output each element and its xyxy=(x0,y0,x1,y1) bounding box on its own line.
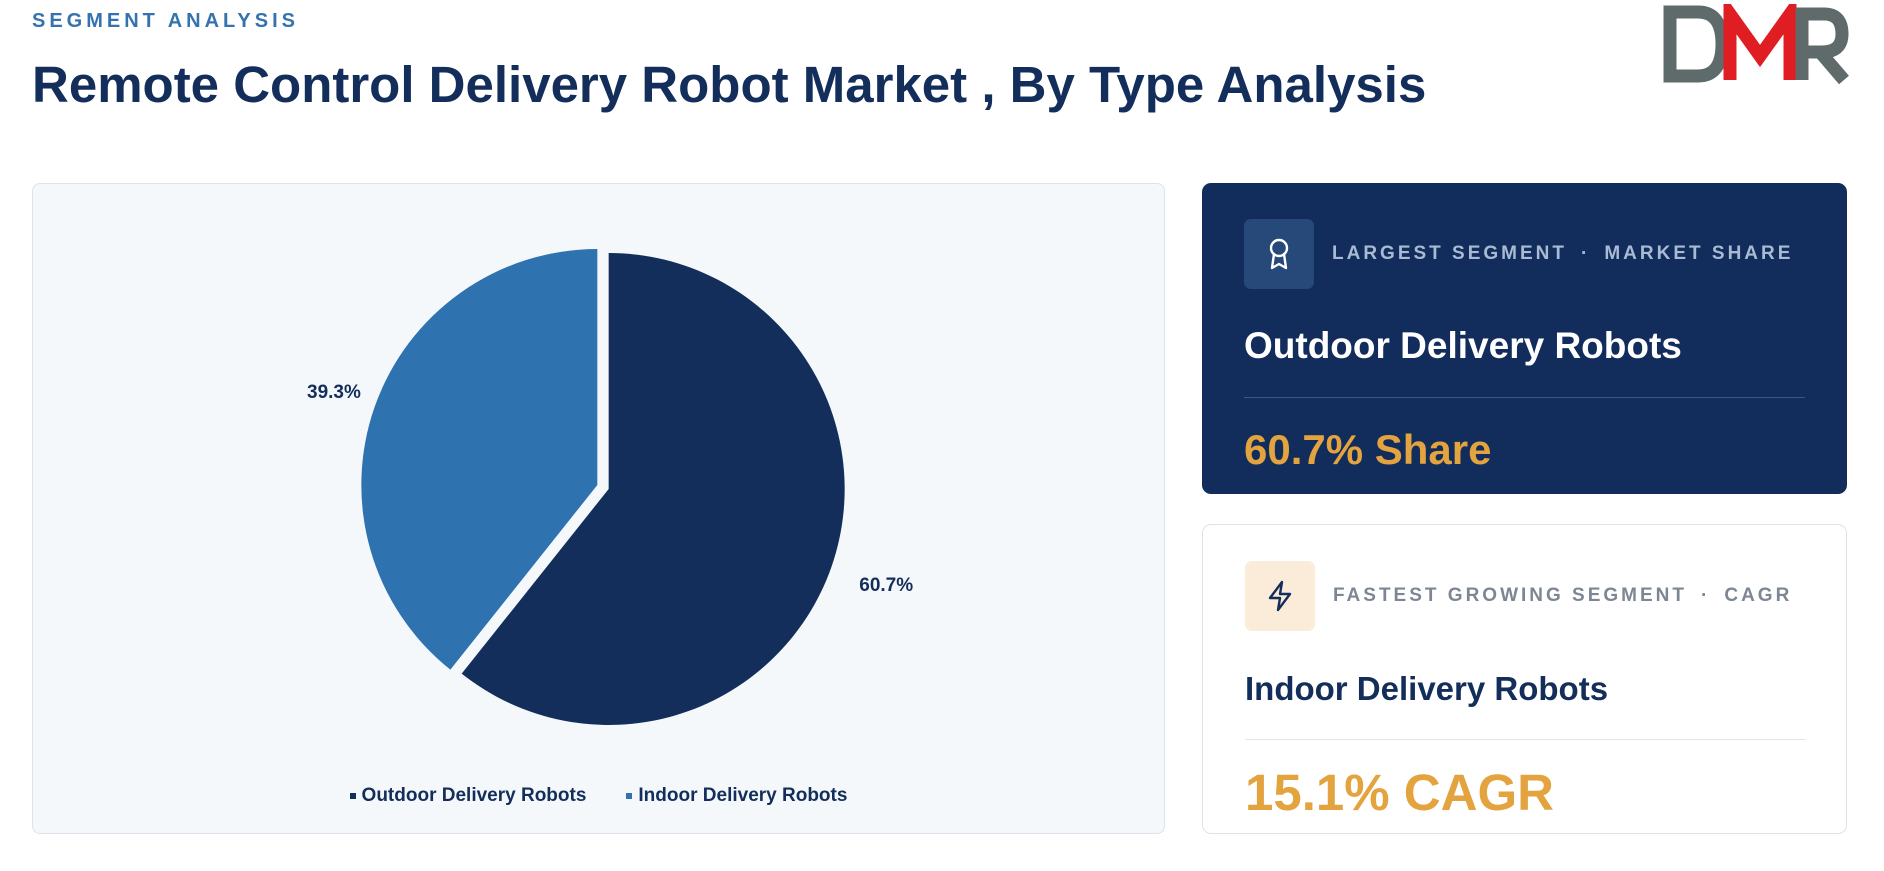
pie-chart-panel: 60.7% 39.3% Outdoor Delivery Robots Indoo… xyxy=(32,183,1165,834)
legend-item-indoor[interactable]: Indoor Delivery Robots xyxy=(626,785,847,807)
award-icon xyxy=(1244,219,1314,289)
pie-slice-indoor[interactable] xyxy=(361,249,598,670)
legend-item-outdoor[interactable]: Outdoor Delivery Robots xyxy=(349,785,587,807)
fastest-growing-card: FASTEST GROWING SEGMENT · CAGR Indoor Deli… xyxy=(1202,524,1847,834)
dmr-logo xyxy=(1663,4,1849,85)
fastest-growing-label: FASTEST GROWING SEGMENT · CAGR xyxy=(1333,585,1792,607)
legend-label-indoor: Indoor Delivery Robots xyxy=(638,785,848,806)
legend-swatch-indoor xyxy=(626,793,633,799)
card-divider xyxy=(1245,739,1806,740)
legend-swatch-outdoor xyxy=(349,793,356,799)
legend-label-outdoor: Outdoor Delivery Robots xyxy=(361,785,587,806)
largest-segment-value: 60.7% Share xyxy=(1244,426,1492,473)
pie-label-indoor: 39.3% xyxy=(307,382,361,403)
lightning-icon xyxy=(1245,561,1315,631)
largest-segment-label-left: LARGEST SEGMENT xyxy=(1332,243,1568,264)
fastest-growing-name: Indoor Delivery Robots xyxy=(1245,670,1609,707)
largest-segment-label-right: MARKET SHARE xyxy=(1604,243,1794,264)
largest-segment-label: LARGEST SEGMENT · MARKET SHARE xyxy=(1332,243,1793,265)
fastest-growing-label-left: FASTEST GROWING SEGMENT xyxy=(1333,585,1688,606)
fastest-growing-value: 15.1% CAGR xyxy=(1245,764,1554,821)
largest-segment-card: LARGEST SEGMENT · MARKET SHARE Outdoor Del… xyxy=(1202,183,1847,494)
pie-label-outdoor: 60.7% xyxy=(859,575,913,596)
fastest-growing-label-right: CAGR xyxy=(1724,585,1793,606)
label-separator: · xyxy=(1581,243,1591,264)
pie-chart: 60.7% 39.3% xyxy=(307,249,913,725)
chart-legend: Outdoor Delivery Robots Indoor Delivery … xyxy=(33,785,1164,807)
label-separator: · xyxy=(1701,585,1711,606)
section-eyebrow: SEGMENT ANALYSIS xyxy=(32,10,299,32)
largest-segment-name: Outdoor Delivery Robots xyxy=(1244,325,1682,366)
page-title: Remote Control Delivery Robot Market , B… xyxy=(32,56,1427,113)
pie-slice-outdoor[interactable] xyxy=(461,252,845,725)
card-divider xyxy=(1244,397,1805,398)
